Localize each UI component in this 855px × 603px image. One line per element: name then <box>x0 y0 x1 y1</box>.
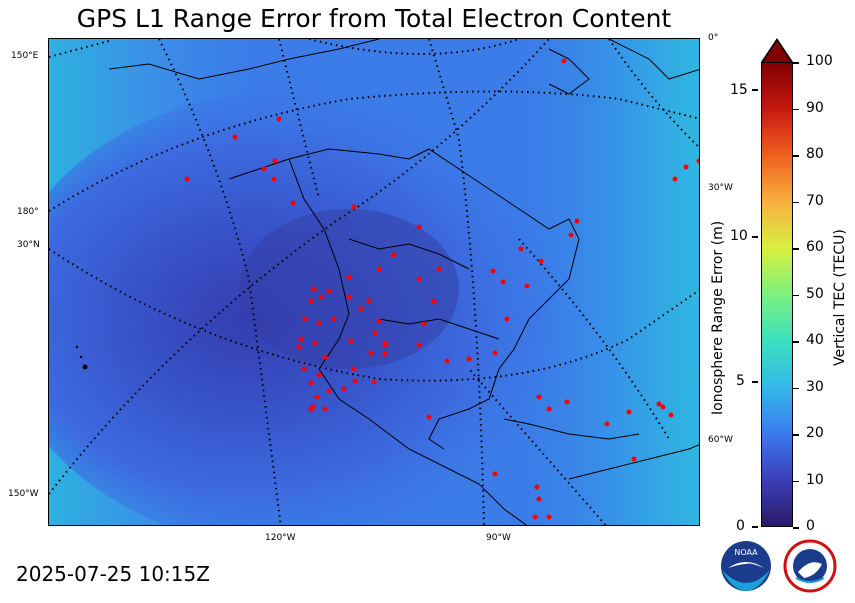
range-tick-label: 0 <box>736 518 745 534</box>
range-axis-title: Ionosphere Range Error (m) <box>710 220 726 415</box>
tec-tick-label: 10 <box>806 471 824 488</box>
graticule <box>49 39 699 525</box>
tec-tick-label: 30 <box>806 378 824 395</box>
tec-tick-label: 100 <box>806 53 833 69</box>
range-tick <box>752 236 758 238</box>
tec-tick-label: 60 <box>806 239 824 255</box>
range-tick <box>752 381 758 383</box>
tec-tick <box>793 434 799 436</box>
hawaii <box>75 345 88 370</box>
tec-tick <box>793 480 799 482</box>
label-0: 0° <box>708 33 719 43</box>
timestamp: 2025-07-25 10:15Z <box>16 562 210 586</box>
map-title: GPS L1 Range Error from Total Electron C… <box>76 4 672 33</box>
agency-logos: NOAA <box>720 538 840 598</box>
tec-tick-label: 50 <box>806 285 824 302</box>
tec-tick-label: 0 <box>806 518 815 534</box>
low-tec-core <box>239 209 459 369</box>
tec-tick <box>793 527 799 529</box>
noaa-logo: NOAA <box>721 541 771 591</box>
label-30n: 30°N <box>17 240 40 250</box>
range-tick-label: 5 <box>736 373 745 389</box>
tec-tick-label: 20 <box>806 425 824 441</box>
nws-logo <box>783 539 837 593</box>
tec-tick-label: 70 <box>806 192 824 209</box>
gnss-stations <box>184 58 699 520</box>
tec-tick <box>793 387 799 389</box>
label-90w: 90°W <box>486 533 511 543</box>
colorbar-extend-max <box>763 41 791 62</box>
tec-tick <box>793 294 799 296</box>
noaa-logo-text: NOAA <box>734 548 758 557</box>
label-60w: 60°W <box>708 435 733 445</box>
range-tick <box>752 526 758 528</box>
label-150e: 150°E <box>11 51 39 61</box>
tec-tick <box>793 248 799 250</box>
colorbar <box>761 62 793 527</box>
label-150w: 150°W <box>8 489 39 499</box>
coastlines <box>108 39 699 525</box>
tec-tick <box>793 155 799 157</box>
tec-field-svg <box>49 39 699 525</box>
tec-tick <box>793 108 799 110</box>
label-30w: 30°W <box>708 183 733 193</box>
label-180: 180° <box>17 207 39 217</box>
tec-tick-label: 40 <box>806 332 824 348</box>
tec-tick <box>793 341 799 343</box>
label-120w: 120°W <box>265 533 296 543</box>
range-error-axis <box>736 62 758 528</box>
tec-map <box>48 38 700 526</box>
tec-tick-label: 90 <box>806 99 824 116</box>
tec-tick <box>793 62 799 64</box>
range-tick-label: 10 <box>730 228 748 244</box>
tec-tick <box>793 201 799 203</box>
tec-tick-label: 80 <box>806 146 824 162</box>
range-tick-label: 15 <box>730 82 748 98</box>
tec-axis-title: Vertical TEC (TECU) <box>832 229 848 366</box>
range-tick <box>752 89 758 91</box>
